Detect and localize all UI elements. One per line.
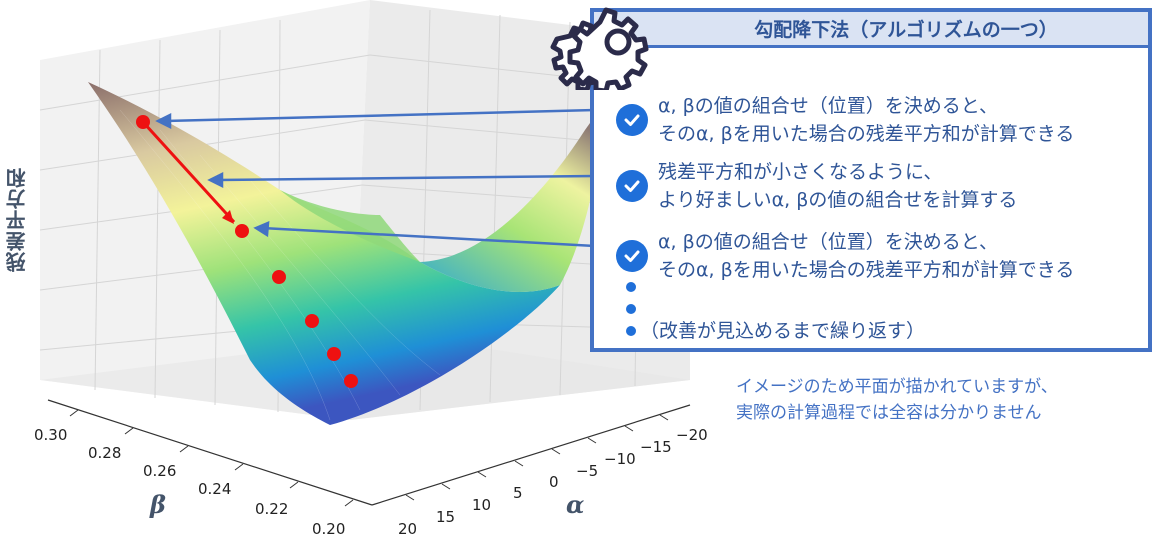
step-text: α, βの値の組合せ（位置）を決めると、 そのα, βを用いた場合の残差平方和が… (658, 231, 1075, 281)
beta-axis-label: β (150, 490, 166, 519)
beta-tick: 0.26 (143, 462, 177, 480)
beta-tick: 0.24 (198, 480, 232, 498)
bullet-dot (626, 282, 636, 292)
beta-tick: 0.22 (255, 500, 289, 518)
alpha-axis-label: α (566, 490, 585, 519)
path-point-1 (136, 115, 150, 129)
panel-title: 勾配降下法（アルゴリズムの一つ） (594, 12, 1148, 48)
check-icon (616, 104, 648, 136)
step-text: 残差平方和が小さくなるように、 より好ましいα, βの値の組合せを計算する (658, 161, 1018, 211)
surface-ridge (280, 190, 420, 262)
check-icon (616, 170, 648, 202)
gear-icon (550, 7, 649, 90)
alpha-tick: 10 (472, 496, 492, 514)
bullet-dot (626, 326, 636, 336)
step-text: α, βの値の組合せ（位置）を決めると、 そのα, βを用いた場合の残差平方和が… (658, 95, 1075, 145)
alpha-tick: 20 (398, 520, 418, 538)
path-point-5 (327, 347, 341, 361)
z-axis-title: 残差平方和 (5, 167, 29, 273)
beta-tick: 0.20 (312, 520, 346, 538)
tick-marks (69, 409, 669, 507)
step-item: α, βの値の組合せ（位置）を決めると、 そのα, βを用いた場合の残差平方和が… (616, 92, 1074, 148)
bullet-dot (626, 304, 636, 314)
descent-arrow (141, 120, 236, 224)
alpha-axis-line (371, 404, 691, 506)
surface-left (88, 82, 560, 425)
step-item: 残差平方和が小さくなるように、 より好ましいα, βの値の組合せを計算する (616, 158, 1017, 214)
step-item: α, βの値の組合せ（位置）を決めると、 そのα, βを用いた場合の残差平方和が… (616, 228, 1074, 284)
check-icon (616, 240, 648, 272)
beta-tick: 0.28 (88, 444, 122, 462)
path-point-4 (305, 314, 319, 328)
alpha-tick: 15 (436, 508, 456, 526)
beta-axis-line (47, 399, 373, 506)
alpha-tick: −10 (604, 450, 636, 468)
alpha-tick: −20 (676, 426, 708, 444)
surface-right (420, 95, 610, 292)
connector-arrows (155, 108, 596, 248)
alpha-tick: 5 (513, 484, 523, 502)
alpha-tick: 0 (549, 473, 559, 491)
alpha-tick: −15 (640, 438, 672, 456)
path-point-2 (235, 224, 249, 238)
disclaimer-note: イメージのため平面が描かれていますが、 実際の計算過程では全容は分かりません (736, 377, 1058, 423)
path-point-3 (272, 270, 286, 284)
beta-tick: 0.30 (34, 426, 68, 444)
alpha-tick: −5 (576, 462, 599, 480)
algorithm-panel: 勾配降下法（アルゴリズムの一つ） α, βの値の組合せ（位置）を決めると、 その… (590, 8, 1152, 352)
path-point-6 (344, 374, 358, 388)
descent-arrow-head (222, 210, 234, 224)
repeat-text: （改善が見込めるまで繰り返す） (640, 320, 926, 342)
